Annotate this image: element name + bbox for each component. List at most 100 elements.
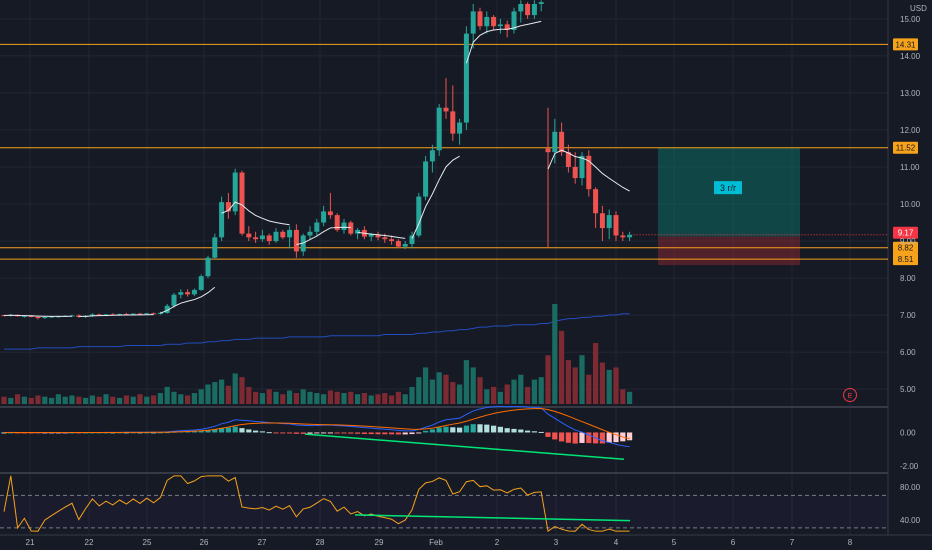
time-tick: Feb	[429, 538, 443, 547]
horizontal-levels[interactable]: 14.31 11.52 8.82 8.51 9.17	[0, 38, 918, 266]
macd-histogram-bar	[355, 432, 361, 434]
candle-body	[28, 315, 34, 317]
volume-bar	[334, 391, 340, 404]
candle-body	[198, 276, 204, 290]
price-tick: 5.00	[900, 385, 916, 394]
time-tick: 7	[790, 538, 795, 547]
macd-histogram-bar	[450, 427, 456, 433]
macd-histogram-bar	[477, 424, 483, 433]
level-badge	[893, 253, 918, 266]
volume-bar	[518, 374, 524, 404]
macd-histogram-bar	[157, 432, 163, 434]
candle-body	[280, 231, 286, 238]
candlesticks	[1, 0, 633, 320]
volume-bar	[559, 330, 565, 404]
candle-body	[253, 237, 259, 240]
volume-bar	[491, 386, 497, 404]
candle-body	[171, 294, 177, 306]
volume-bar	[49, 397, 55, 404]
candle-body	[117, 314, 123, 315]
candle-body	[266, 235, 272, 242]
candle-body	[375, 234, 381, 238]
price-axis[interactable]: 15.00 14.00 13.00 12.00 11.00 10.00 9.00 8.00 7.…	[900, 15, 921, 394]
volume-bar	[137, 394, 143, 404]
macd-histogram-bar	[232, 426, 238, 433]
time-tick: 27	[258, 538, 267, 547]
candle-body	[511, 11, 517, 30]
volume-bar	[511, 379, 517, 404]
volume-bar	[620, 389, 626, 404]
candle-body	[436, 107, 442, 151]
volume-bar	[599, 362, 605, 404]
candle-body	[151, 313, 157, 315]
macd-histogram-bar	[491, 425, 497, 433]
macd-tick: 0.00	[900, 428, 916, 437]
macd-histogram-bar	[586, 432, 592, 444]
time-tick: 8	[848, 538, 853, 547]
macd-histogram-bar	[341, 432, 347, 434]
candle-body	[545, 148, 551, 153]
time-tick: 5	[672, 538, 677, 547]
candle-body	[538, 2, 544, 4]
volume-moving-average	[4, 313, 630, 350]
volume-bar	[327, 390, 333, 404]
volume-bar	[69, 395, 75, 404]
volume-bar	[572, 367, 578, 404]
macd-tick: -2.00	[900, 462, 919, 471]
macd-histogram-bar	[1, 432, 7, 434]
candle-body	[579, 155, 585, 179]
candle-body	[409, 235, 415, 244]
macd-histogram-bar	[280, 432, 286, 434]
volume-bar	[273, 391, 279, 404]
volume-bar	[443, 374, 449, 404]
candle-body	[470, 11, 476, 34]
macd-histogram-bar	[361, 432, 367, 435]
macd-histogram-bar	[470, 424, 476, 433]
candle-body	[484, 16, 490, 27]
candle-body	[89, 314, 95, 316]
candle-body	[273, 231, 279, 242]
candle-body	[620, 235, 626, 238]
candle-body	[599, 213, 605, 229]
macd-histogram-bar	[375, 432, 381, 435]
volume-bar	[450, 382, 456, 404]
earnings-marker[interactable]: E	[843, 388, 857, 402]
level-badge-label: 8.82	[898, 244, 914, 253]
macd-histogram-bar	[239, 428, 245, 433]
earnings-marker-circle	[843, 388, 857, 402]
candle-body	[477, 11, 483, 27]
time-axis[interactable]: 21 22 25 26 27 28 29 Feb 2 3 4 5 6 7 8	[0, 534, 932, 547]
candle-body	[497, 24, 503, 27]
candle-body	[348, 222, 354, 234]
candle-body	[450, 111, 456, 134]
volume-bar	[1, 396, 7, 404]
candle-body	[423, 161, 429, 197]
macd-histogram-bar	[205, 430, 211, 433]
volume-bar	[348, 391, 354, 404]
volume-bar	[355, 394, 361, 404]
volume-bar	[266, 389, 272, 404]
time-tick: 2	[495, 538, 500, 547]
macd-histogram-bar	[518, 429, 524, 433]
volume-bar	[239, 377, 245, 404]
candle-body	[239, 172, 245, 234]
level-badge	[893, 38, 918, 51]
rr-label-bg	[714, 181, 742, 195]
candle-body	[219, 202, 225, 238]
volume-bar	[123, 395, 129, 404]
macd-histogram-bar	[606, 432, 612, 443]
volume-bar	[389, 395, 395, 404]
macd-histogram-bar	[327, 432, 333, 434]
candle-body	[42, 316, 48, 319]
volume-bar	[409, 386, 415, 404]
level-badge	[893, 241, 918, 254]
macd-histogram-bar	[457, 427, 463, 433]
candle-body	[293, 229, 299, 252]
volume-bar	[144, 396, 150, 404]
earnings-marker-label: E	[848, 393, 853, 400]
risk-reward-box[interactable]: 3 r/r	[658, 147, 800, 266]
macd-histogram-bar	[599, 432, 605, 444]
macd-histogram-bar	[287, 432, 293, 434]
macd-histogram-bar	[191, 431, 197, 433]
